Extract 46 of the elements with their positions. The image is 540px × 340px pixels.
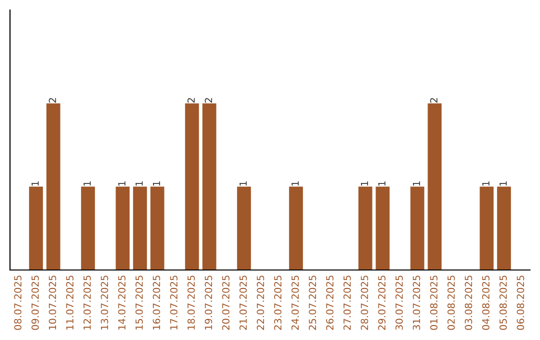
data-label: 1: [32, 181, 39, 186]
data-label: 1: [500, 181, 507, 186]
x-tick-label: 10.07.2025: [48, 276, 56, 330]
x-tick-label: 13.07.2025: [100, 276, 108, 330]
x-tick-label: 15.07.2025: [135, 276, 143, 330]
data-label: 1: [360, 181, 368, 186]
x-tick-label: 19.07.2025: [204, 276, 212, 330]
x-tick-label: 12.07.2025: [83, 276, 91, 330]
x-tick-label: 14.07.2025: [118, 276, 126, 330]
x-tick-label: 01.08.2025: [430, 276, 438, 330]
x-tick-label: 05.08.2025: [499, 276, 507, 330]
x-tick-label: 27.07.2025: [343, 276, 351, 330]
data-label: 1: [412, 181, 420, 186]
x-tick-label: 30.07.2025: [395, 276, 403, 330]
x-tick-label: 29.07.2025: [378, 276, 386, 330]
x-tick-label: 24.07.2025: [291, 276, 299, 330]
data-label: 1: [118, 181, 126, 186]
data-label: 1: [84, 181, 91, 186]
x-tick-label: 18.07.2025: [187, 276, 195, 330]
data-label: 1: [240, 181, 247, 186]
x-tick-label: 21.07.2025: [239, 276, 247, 330]
data-label: 1: [136, 181, 143, 186]
data-label: 2: [48, 98, 56, 103]
x-tick-label: 22.07.2025: [256, 276, 264, 330]
x-tick-label: 26.07.2025: [326, 276, 334, 330]
x-tick-label: 31.07.2025: [412, 276, 420, 330]
x-tick-label: 28.07.2025: [360, 276, 368, 330]
x-tick-label: 25.07.2025: [308, 276, 316, 330]
x-tick-label: 20.07.2025: [222, 276, 230, 330]
x-tick-label: 17.07.2025: [170, 276, 178, 330]
x-tick-label: 16.07.2025: [152, 276, 160, 330]
data-label: 2: [187, 98, 195, 103]
x-tick-label: 08.07.2025: [14, 276, 22, 330]
data-label: 1: [152, 181, 160, 186]
data-label: 1: [482, 181, 490, 186]
x-tick-label: 11.07.2025: [66, 276, 74, 330]
x-tick-label: 04.08.2025: [482, 276, 490, 330]
x-tick-label: 06.08.2025: [516, 276, 524, 330]
data-label: 2: [204, 98, 212, 103]
x-tick-label: 23.07.2025: [274, 276, 282, 330]
data-label: 1: [378, 181, 386, 186]
data-label: 2: [430, 98, 438, 103]
x-tick-label: 02.08.2025: [447, 276, 455, 330]
data-label: 1: [292, 181, 299, 186]
x-tick-label: 03.08.2025: [464, 276, 472, 330]
x-tick-label: 09.07.2025: [31, 276, 39, 330]
